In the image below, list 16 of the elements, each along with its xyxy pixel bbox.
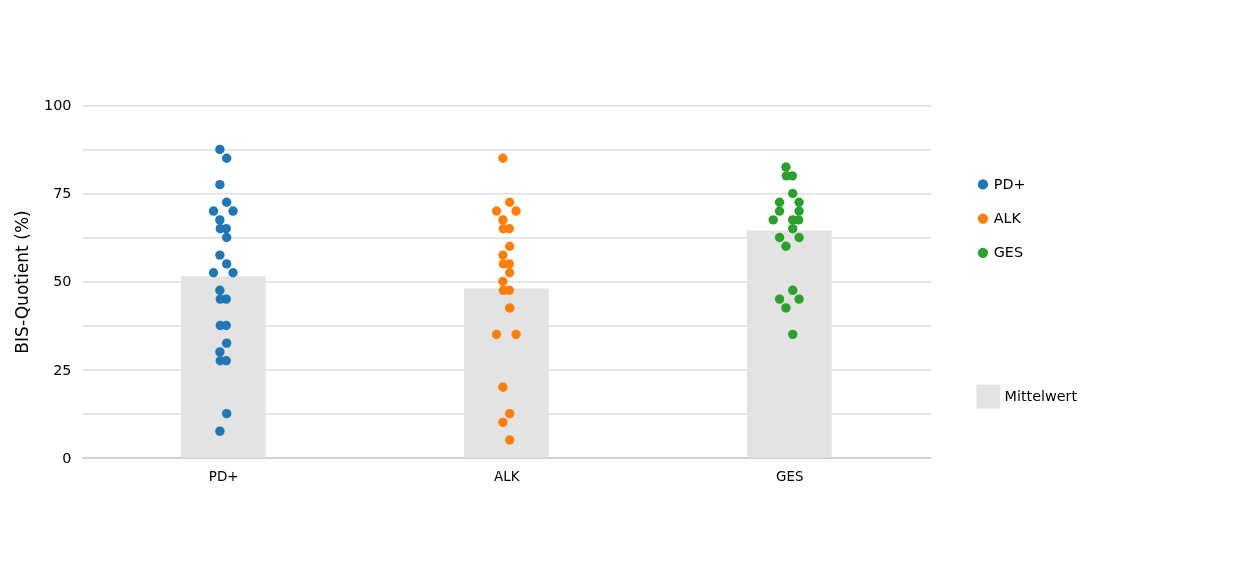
legend-label: ALK: [993, 210, 1022, 227]
legend-label: GES: [993, 244, 1024, 261]
x-tick-label: PD+: [208, 468, 239, 485]
y-axis-title: BIS-Quotient (%): [11, 210, 32, 354]
x-tick-label: ALK: [493, 468, 521, 485]
bar: [463, 288, 549, 458]
x-tick-label: GES: [776, 468, 804, 485]
legend-label: Mittelwert: [1004, 388, 1078, 405]
y-tick-label: 100: [44, 97, 72, 114]
bar: [180, 276, 266, 458]
y-tick-label: 75: [53, 185, 72, 202]
y-tick-label: 0: [62, 449, 72, 466]
legend-label: PD+: [993, 175, 1026, 192]
y-tick-label: 50: [53, 273, 72, 290]
y-tick-label: 25: [53, 361, 72, 378]
bar: [746, 230, 832, 458]
